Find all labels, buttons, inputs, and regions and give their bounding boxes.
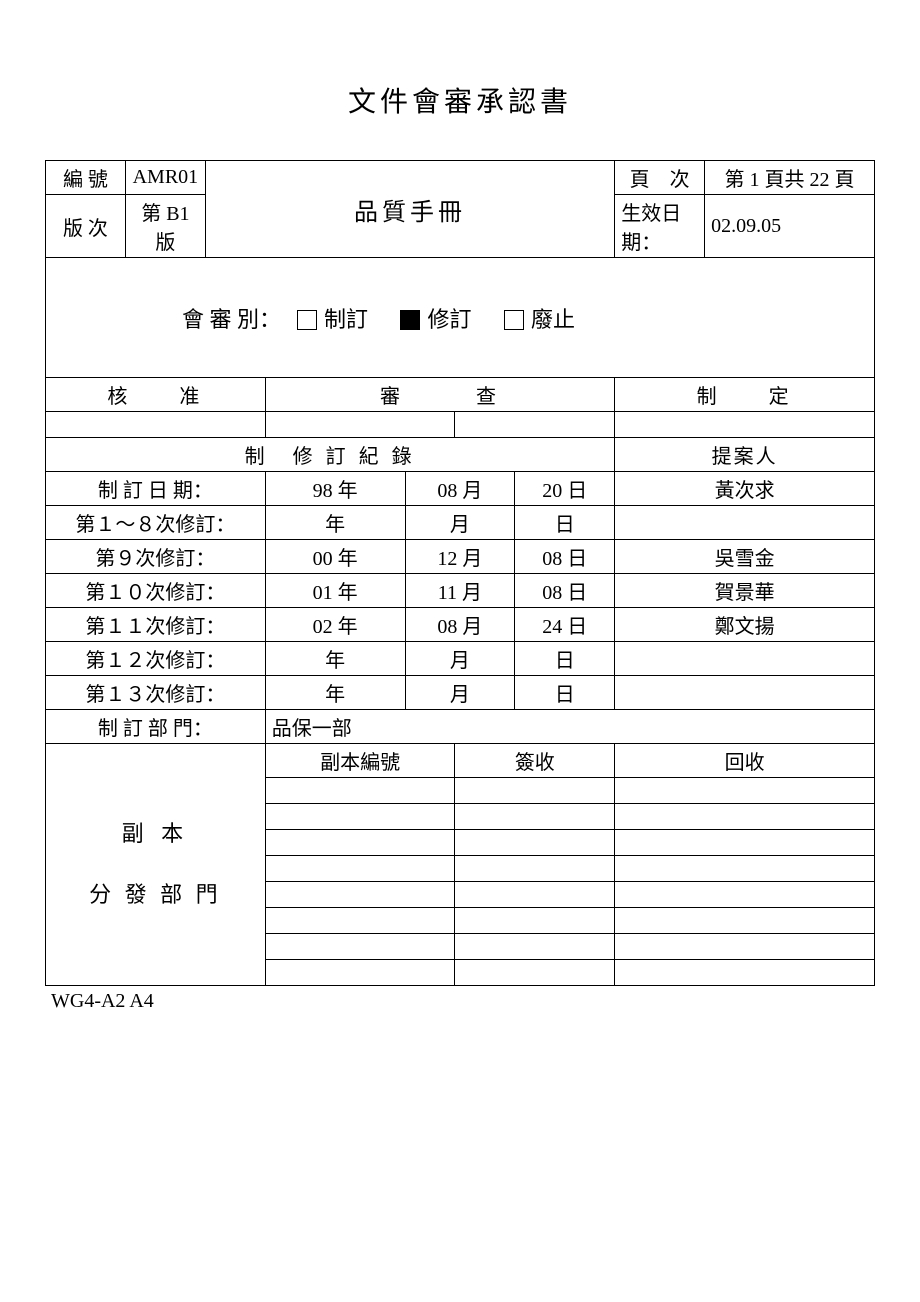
audit-label: 會 審 別：: [182, 307, 281, 332]
dist-c1-6: [265, 934, 455, 960]
rev-m-0: 08 月: [405, 472, 515, 506]
rev-d-5: 日: [515, 642, 615, 676]
audit-opt1: 制訂: [324, 307, 368, 332]
dist-c1-3: [265, 856, 455, 882]
dist-c3-3: [615, 856, 875, 882]
dept-value: 品保一部: [265, 710, 874, 744]
doc-name: 品質手冊: [205, 161, 614, 258]
dist-c3-7: [615, 960, 875, 986]
eff-date-label: 生效日期：: [615, 195, 705, 258]
rev-p-2: 吳雪金: [615, 540, 875, 574]
dist-c3-0: [615, 778, 875, 804]
rev-p-0: 黃次求: [615, 472, 875, 506]
col-review: 審 查: [265, 378, 614, 412]
rev-label-0: 制 訂 日 期：: [46, 472, 266, 506]
dist-c2-0: [455, 778, 615, 804]
rev-p-1: [615, 506, 875, 540]
dist-c1-0: [265, 778, 455, 804]
rev-d-6: 日: [515, 676, 615, 710]
rev-m-2: 12 月: [405, 540, 515, 574]
audit-opt3: 廢止: [531, 307, 575, 332]
dist-c2-7: [455, 960, 615, 986]
sig-review-2: [455, 412, 615, 438]
dist-c3-4: [615, 882, 875, 908]
rev-m-3: 11 月: [405, 574, 515, 608]
dist-c3-5: [615, 908, 875, 934]
dist-side-label: 副 本 分 發 部 門: [46, 744, 266, 986]
rev-y-5: 年: [265, 642, 405, 676]
rev-y-2: 00 年: [265, 540, 405, 574]
rev-m-6: 月: [405, 676, 515, 710]
rev-y-1: 年: [265, 506, 405, 540]
dist-c1-2: [265, 830, 455, 856]
rev-label-5: 第１２次修訂：: [46, 642, 266, 676]
rev-label-6: 第１３次修訂：: [46, 676, 266, 710]
eff-date-value: 02.09.05: [705, 195, 875, 258]
rev-label-4: 第１１次修訂：: [46, 608, 266, 642]
rev-p-3: 賀景華: [615, 574, 875, 608]
col-establish: 制 定: [615, 378, 875, 412]
rev-label-1: 第１～８次修訂：: [46, 506, 266, 540]
form-footer: WG4-A2 A4: [45, 986, 875, 1013]
rev-p-4: 鄭文揚: [615, 608, 875, 642]
dist-c2-4: [455, 882, 615, 908]
doc-no-label: 編 號: [46, 161, 126, 195]
dist-side-2: 分 發 部 門: [52, 871, 259, 919]
doc-no-value: AMR01: [125, 161, 205, 195]
dist-c1-1: [265, 804, 455, 830]
rev-y-0: 98 年: [265, 472, 405, 506]
rev-p-5: [615, 642, 875, 676]
dept-label: 制 訂 部 門：: [46, 710, 266, 744]
rev-p-6: [615, 676, 875, 710]
rev-d-3: 08 日: [515, 574, 615, 608]
dist-c2-5: [455, 908, 615, 934]
page-info: 第 1 頁共 22 頁: [705, 161, 875, 195]
rev-m-5: 月: [405, 642, 515, 676]
rev-d-1: 日: [515, 506, 615, 540]
dist-col2: 簽收: [455, 744, 615, 778]
version-label: 版 次: [46, 195, 126, 258]
rev-y-4: 02 年: [265, 608, 405, 642]
dist-side-1: 副 本: [52, 810, 259, 858]
dist-c1-7: [265, 960, 455, 986]
sig-approve: [46, 412, 266, 438]
dist-c3-1: [615, 804, 875, 830]
dist-c1-5: [265, 908, 455, 934]
dist-c1-4: [265, 882, 455, 908]
rev-d-0: 20 日: [515, 472, 615, 506]
checkbox-establish[interactable]: [297, 310, 317, 330]
dist-c2-1: [455, 804, 615, 830]
dist-c2-2: [455, 830, 615, 856]
rev-d-4: 24 日: [515, 608, 615, 642]
dist-c2-6: [455, 934, 615, 960]
rev-y-3: 01 年: [265, 574, 405, 608]
dist-col1: 副本編號: [265, 744, 455, 778]
col-approve: 核 准: [46, 378, 266, 412]
dist-c3-6: [615, 934, 875, 960]
form-table: 編 號 AMR01 品質手冊 頁 次 第 1 頁共 22 頁 版 次 第 B1 …: [45, 160, 875, 986]
checkbox-revise[interactable]: [400, 310, 420, 330]
checkbox-abolish[interactable]: [504, 310, 524, 330]
rev-d-2: 08 日: [515, 540, 615, 574]
sig-review-1: [265, 412, 455, 438]
audit-type-row: 會 審 別： 制訂 修訂 廢止: [46, 258, 875, 378]
rev-m-1: 月: [405, 506, 515, 540]
dist-c2-3: [455, 856, 615, 882]
sig-establish: [615, 412, 875, 438]
dist-col3: 回收: [615, 744, 875, 778]
version-value: 第 B1 版: [125, 195, 205, 258]
page-label: 頁 次: [615, 161, 705, 195]
rev-label-2: 第９次修訂：: [46, 540, 266, 574]
audit-opt2: 修訂: [428, 307, 472, 332]
dist-c3-2: [615, 830, 875, 856]
rev-label-3: 第１０次修訂：: [46, 574, 266, 608]
rev-m-4: 08 月: [405, 608, 515, 642]
revision-record-label: 制 修 訂 紀 錄: [46, 438, 615, 472]
page-title: 文件會審承認書: [45, 80, 875, 120]
proposer-label: 提案人: [615, 438, 875, 472]
rev-y-6: 年: [265, 676, 405, 710]
